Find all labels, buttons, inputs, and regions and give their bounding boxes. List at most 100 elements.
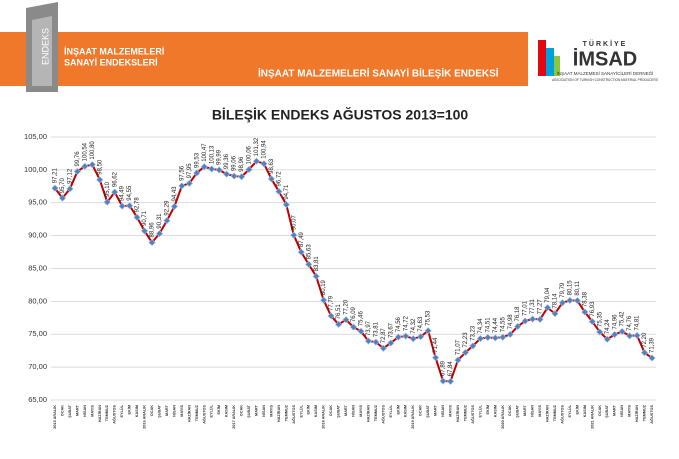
marker [260, 160, 268, 168]
marker [603, 335, 611, 343]
x-tick-label: EKİM [486, 405, 490, 415]
brand-top: TÜRKİYE [583, 39, 628, 48]
data-label: 90,07 [291, 214, 297, 230]
marker [237, 173, 246, 181]
y-tick-label: 75,00 [28, 329, 47, 338]
y-tick-label: 105,00 [24, 132, 47, 141]
marker [364, 337, 373, 345]
marker [193, 169, 201, 177]
x-tick-label: HAZİRAN [456, 405, 460, 422]
left-title: İNŞAAT MALZEMELERİ [64, 46, 164, 56]
marker [514, 322, 522, 331]
data-label: 74,55 [500, 317, 506, 333]
x-tick-label: OCAK [508, 405, 512, 416]
marker [633, 331, 641, 340]
x-tick-label: HAZİRAN [98, 405, 102, 422]
x-tick-label: ŞUBAT [68, 404, 72, 417]
marker [402, 332, 410, 340]
marker [387, 339, 395, 347]
marker [297, 248, 305, 256]
marker [305, 260, 313, 268]
brand-mark [546, 48, 554, 76]
marker [327, 312, 335, 320]
data-label: 99,36 [224, 153, 230, 169]
x-tick-label: MART [75, 404, 79, 416]
data-label: 96,62 [112, 171, 118, 187]
x-tick-label: 2021 ARALIK [590, 405, 594, 429]
data-label: 74,24 [605, 319, 611, 335]
data-label: 67,89 [441, 360, 447, 376]
x-tick-label: MART [434, 404, 438, 416]
data-label: 97,21 [53, 168, 59, 184]
x-tick-label: OCAK [150, 405, 154, 416]
marker [536, 315, 544, 323]
marker [446, 377, 455, 385]
x-tick-label: MART [344, 404, 348, 416]
marker [275, 187, 283, 196]
data-label: 75,46 [359, 311, 365, 327]
data-label: 74,98 [508, 314, 514, 330]
data-label: 94,49 [120, 185, 126, 201]
x-tick-label: NİSAN [441, 405, 445, 417]
data-label: 90,71 [142, 210, 148, 226]
x-tick-label: KASIM [314, 405, 318, 417]
x-tick-label: MART [254, 404, 258, 416]
marker [51, 184, 59, 192]
marker [611, 330, 619, 339]
x-tick-label: NİSAN [172, 405, 176, 417]
data-label: 74,63 [418, 316, 424, 332]
x-tick-label: AĞUSTOS [649, 405, 654, 424]
x-tick-label: 2016 ARALIK [143, 405, 147, 429]
marker [618, 327, 626, 336]
data-label: 74,34 [478, 318, 484, 334]
x-tick-label: NİSAN [620, 405, 624, 417]
data-label: 67,84 [448, 361, 454, 377]
marker [461, 348, 470, 357]
x-tick-label: KASIM [404, 405, 408, 417]
data-label: 99,99 [217, 149, 223, 165]
marker [648, 354, 656, 362]
marker [252, 157, 261, 165]
marker [267, 175, 276, 183]
marker [58, 194, 67, 202]
data-label: 80,11 [575, 280, 581, 295]
marker [208, 165, 216, 173]
data-label: 72,20 [642, 332, 648, 348]
x-tick-label: MAYIS [359, 405, 363, 417]
data-label: 78,38 [582, 291, 588, 307]
x-tick-label: HAZİRAN [277, 405, 281, 422]
marker [499, 333, 507, 341]
marker [185, 179, 193, 187]
x-tick-label: EKİM [128, 405, 132, 415]
data-label: 74,81 [635, 315, 641, 331]
marker [170, 202, 179, 211]
x-tick-label: AĞUSTOS [559, 405, 564, 424]
marker [320, 296, 328, 304]
data-label: 75,53 [426, 310, 432, 326]
data-label: 77,27 [538, 299, 544, 315]
marker [245, 165, 253, 174]
x-tick-label: EKİM [217, 405, 221, 415]
x-tick-label: AĞUSTOS [470, 405, 475, 424]
marker [491, 334, 499, 342]
marker [588, 317, 596, 326]
data-label: 94,43 [172, 186, 178, 202]
x-tick-label: KASIM [493, 405, 497, 417]
data-label: 98,63 [269, 158, 275, 174]
x-tick-label: KASIM [583, 405, 587, 417]
data-label: 83,81 [314, 256, 320, 272]
x-tick-label: EKİM [307, 405, 311, 415]
brand: İMSAD [573, 47, 637, 70]
data-label: 74,44 [493, 317, 499, 333]
x-tick-label: MART [165, 404, 169, 416]
x-tick-label: MART [613, 404, 617, 416]
x-tick-label: OCAK [598, 405, 602, 416]
x-tick-label: 2019 ARALIK [411, 405, 415, 429]
data-label: 90,31 [157, 213, 163, 229]
marker [394, 333, 402, 341]
marker [223, 170, 231, 178]
data-label: 78,14 [553, 293, 559, 309]
data-label: 73,81 [373, 321, 379, 337]
data-label: 73,23 [470, 325, 476, 341]
data-label: 85,63 [306, 244, 312, 260]
